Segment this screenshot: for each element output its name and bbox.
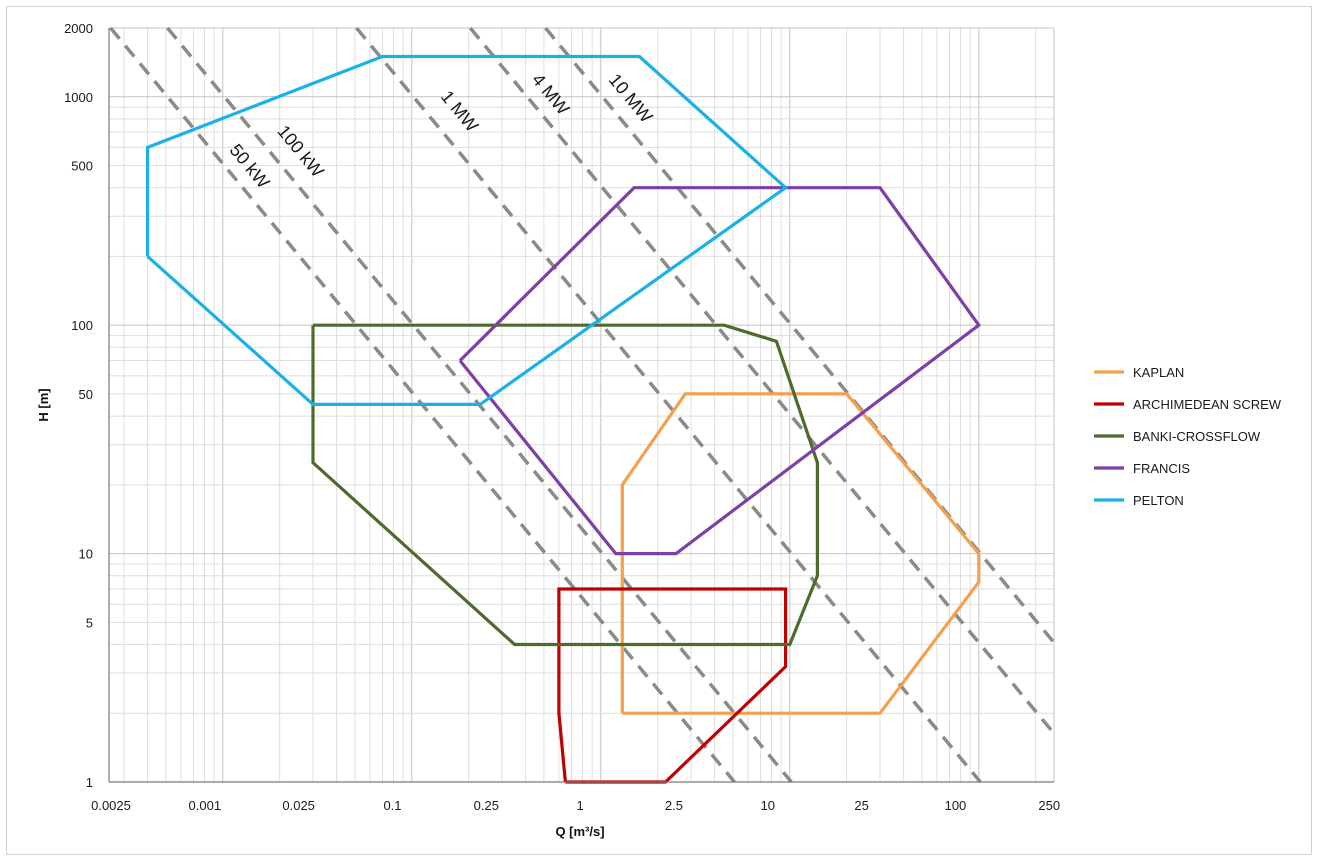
series-archimedean-screw [557,587,788,784]
power-line-4 [544,26,1056,644]
x-tick-label: 10 [761,798,775,813]
y-tick-label: 2000 [64,21,93,36]
power-line-3 [468,26,1056,735]
y-tick-label: 5 [86,615,93,630]
x-tick-label: 250 [1038,798,1060,813]
legend: KAPLAN ARCHIMEDEAN SCREW BANKI-CROSSFLOW FR… [1094,365,1282,508]
x-tick-label: 25 [854,798,868,813]
x-tick-label: 0.0025 [91,798,131,813]
y-tick-label: 100 [71,318,93,333]
y-tick-label: 1000 [64,90,93,105]
legend-label: KAPLAN [1133,365,1184,380]
x-tick-label: 0.1 [383,798,401,813]
x-axis-title: Q [m³/s] [555,824,604,839]
power-line-label: 4 MW [528,70,573,119]
series-francis [458,186,982,556]
y-tick-label: 10 [79,547,93,562]
legend-label: BANKI-CROSSFLOW [1133,429,1261,444]
y-tick-label: 1 [86,775,93,790]
y-tick-label: 500 [71,159,93,174]
x-tick-label: 0.025 [282,798,315,813]
x-tick-label: 1 [577,798,584,813]
power-line-label: 10 MW [605,70,657,127]
power-line-label: 100 kW [273,121,327,181]
x-tick-label: 0.001 [189,798,222,813]
series-kaplan [620,392,981,715]
power-line-label: 1 MW [437,87,482,136]
x-tick-label: 100 [945,798,967,813]
axes: 2000 1000 500 100 50 10 5 1 0.0025 0.001 0.025 0.1 0… [64,21,1060,813]
legend-label: FRANCIS [1133,461,1190,476]
y-tick-label: 50 [79,387,93,402]
power-line-label: 50 kW [226,140,274,192]
power-line-2 [355,26,982,784]
legend-label: ARCHIMEDEAN SCREW [1133,397,1282,412]
x-tick-label: 2.5 [665,798,683,813]
y-axis-title: H [m] [36,388,51,421]
legend-label: PELTON [1133,493,1184,508]
series-banki-crossflow [311,323,819,647]
x-tick-label: 0.25 [474,798,499,813]
series-pelton [146,54,789,406]
